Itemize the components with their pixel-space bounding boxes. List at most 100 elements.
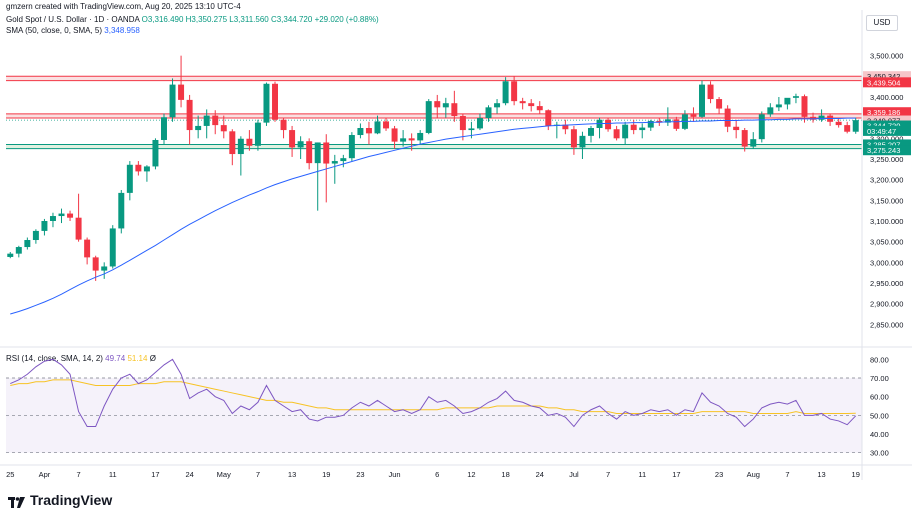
time-tick-label: 18: [501, 470, 509, 479]
sma-line: [10, 117, 856, 315]
candle-body: [272, 83, 278, 120]
candle-body: [784, 97, 791, 105]
rsi-extra: Ø: [149, 354, 156, 363]
time-tick-label: 25: [6, 470, 14, 479]
candle-body: [630, 124, 637, 131]
candle-body: [109, 228, 116, 267]
candle-body: [374, 121, 381, 134]
candle-body: [758, 114, 765, 140]
candle-body: [434, 101, 441, 108]
time-tick-label: Aug: [747, 470, 760, 479]
time-tick-label: 24: [185, 470, 193, 479]
price-tick-label: 2,900.000: [870, 300, 903, 309]
logo-text: TradingView: [30, 492, 113, 508]
candle-body: [579, 135, 586, 148]
candle-body: [331, 161, 338, 164]
candle-body: [263, 83, 270, 123]
support-upper-label-bg: [863, 139, 911, 150]
candle-body: [340, 158, 347, 162]
rsi-ma-value: 51.14: [127, 354, 148, 363]
candle-body: [323, 142, 330, 164]
candle-body: [827, 115, 834, 122]
candle-body: [195, 125, 202, 131]
time-tick-label: 19: [852, 470, 860, 479]
candle-body: [237, 138, 244, 155]
candle-body: [84, 239, 91, 258]
candle-body: [519, 101, 526, 104]
candle-body: [681, 114, 688, 129]
candle-body: [545, 110, 552, 126]
candle-body: [818, 115, 825, 120]
candle-body: [212, 115, 219, 126]
candle-body: [24, 240, 31, 248]
candle-body: [348, 135, 355, 159]
time-tick-label: 7: [606, 470, 610, 479]
last-price-label: 3,344.720: [867, 122, 900, 131]
price-tick-label: 3,050.000: [870, 238, 903, 247]
candle-body: [203, 115, 210, 126]
candle-body: [32, 230, 39, 241]
candle-body: [459, 116, 466, 131]
price-tick-label: 3,350.000: [870, 114, 903, 123]
candle-body: [528, 103, 535, 107]
candle-body: [716, 99, 723, 109]
pivot-zone: [6, 113, 862, 119]
countdown-label-bg: [863, 125, 911, 136]
rsi-band: [6, 378, 862, 453]
candle-body: [7, 253, 14, 257]
rsi-label[interactable]: RSI (14, close, SMA, 14, 2): [6, 354, 103, 363]
price-tick-label: 3,300.000: [870, 134, 903, 143]
candle-body: [229, 131, 236, 155]
rsi-value: 49.74: [105, 354, 126, 363]
candle-body: [741, 130, 748, 147]
candle-body: [852, 120, 859, 132]
time-tick-label: 19: [322, 470, 330, 479]
price-tick-label: 2,950.000: [870, 279, 903, 288]
rsi-line: [10, 358, 857, 428]
candle-body: [220, 125, 227, 132]
candle-body: [588, 128, 594, 136]
price-tick-label: 3,100.000: [870, 217, 903, 226]
candle-body: [161, 117, 167, 140]
candle-body: [92, 257, 99, 271]
currency-button[interactable]: USD: [866, 15, 898, 31]
time-tick-label: 11: [109, 470, 117, 479]
candle-body: [289, 130, 296, 148]
candle-body: [801, 96, 808, 117]
time-tick-label: 23: [715, 470, 723, 479]
candle-body: [502, 81, 509, 104]
sma-label[interactable]: SMA (50, close, 0, SMA, 5): [6, 26, 103, 35]
last-price-label-bg: [863, 120, 911, 131]
candle-body: [511, 81, 518, 102]
resistance-zone: [6, 76, 862, 81]
pivot-upper-label-bg: [863, 107, 911, 118]
rsi-tick-label: 30.00: [870, 449, 889, 458]
time-tick-label: 6: [435, 470, 439, 479]
price-tick-label: 2,850.000: [870, 320, 903, 329]
support-zone: [6, 144, 862, 149]
candle-body: [494, 103, 501, 108]
candle-body: [254, 122, 261, 146]
rsi-tick-label: 80.00: [870, 355, 889, 364]
candle-body: [844, 125, 851, 132]
rsi-tick-label: 40.00: [870, 430, 889, 439]
candle-body: [733, 126, 740, 131]
open-value: O3,316.490: [141, 15, 184, 24]
time-tick-label: 17: [672, 470, 680, 479]
candle-body: [306, 141, 313, 164]
sma-value: 3,348.958: [104, 26, 140, 35]
tradingview-logo[interactable]: TradingView: [8, 492, 112, 508]
candle-body: [468, 128, 475, 131]
resistance-lower-label-bg: [863, 77, 911, 88]
symbol-legend: Gold Spot / U.S. Dollar · 1D · OANDA O3,…: [6, 15, 379, 24]
symbol-title[interactable]: Gold Spot / U.S. Dollar · 1D · OANDA: [6, 15, 140, 24]
candle-body: [451, 103, 458, 117]
candle-body: [767, 107, 774, 115]
candle-body: [169, 84, 176, 118]
candle-body: [647, 120, 654, 128]
price-tick-label: 3,500.000: [870, 52, 903, 61]
candle-body: [656, 120, 663, 123]
candle-body: [41, 221, 48, 231]
candle-body: [724, 108, 731, 127]
